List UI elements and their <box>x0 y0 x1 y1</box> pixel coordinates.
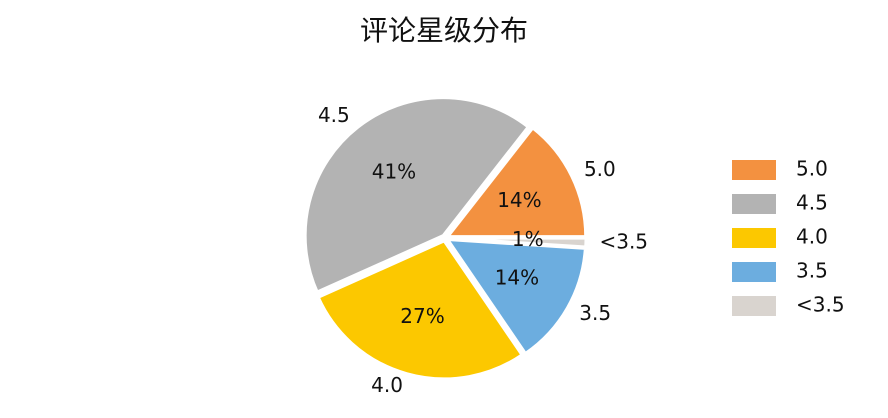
value-label: 27% <box>400 304 444 328</box>
pie-slice <box>303 96 531 295</box>
value-label: 1% <box>512 227 544 251</box>
legend-label: 4.0 <box>796 225 828 249</box>
legend-label: <3.5 <box>796 293 845 317</box>
chart-title: 评论星级分布 <box>360 14 528 47</box>
legend-swatch <box>732 262 776 282</box>
pie-slice <box>316 239 525 381</box>
value-label: 14% <box>495 266 539 290</box>
legend-label: 4.5 <box>796 191 828 215</box>
value-label: 41% <box>372 159 416 183</box>
legend-swatch <box>732 194 776 214</box>
pie-slice <box>447 236 588 249</box>
slice-label: <3.5 <box>599 230 648 254</box>
slice-label: 4.0 <box>371 373 403 397</box>
legend-label: 3.5 <box>796 259 828 283</box>
slice-label: 4.5 <box>318 103 350 127</box>
legend-swatch <box>732 160 776 180</box>
legend-swatch <box>732 296 776 316</box>
value-label: 14% <box>497 188 541 212</box>
legend-swatch <box>732 228 776 248</box>
slice-label: 5.0 <box>584 157 616 181</box>
slice-label: 3.5 <box>579 301 611 325</box>
legend-label: 5.0 <box>796 157 828 181</box>
pie-slice <box>444 125 588 239</box>
pie-slice <box>444 237 587 356</box>
